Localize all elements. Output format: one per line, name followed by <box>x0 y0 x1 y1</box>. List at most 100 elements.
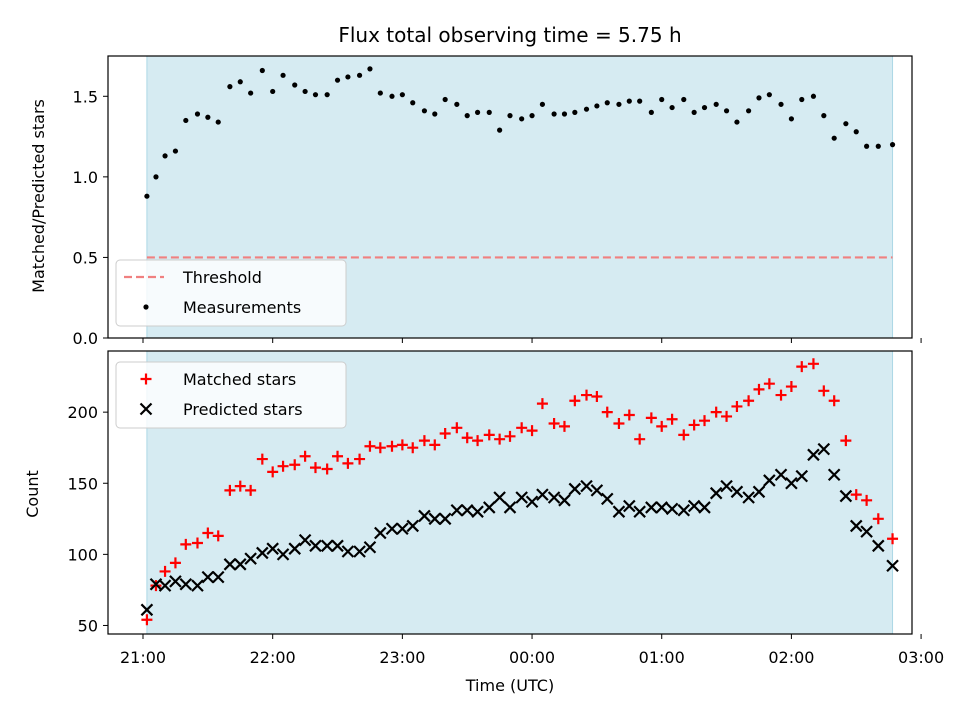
predicted-point <box>633 505 646 518</box>
predicted-point <box>406 519 420 533</box>
bottom-axes-frame <box>107 350 913 635</box>
bottom-y-axis-label: Count <box>23 470 42 518</box>
measurement-point <box>853 129 859 135</box>
matched-point <box>796 361 808 373</box>
matched-point <box>451 422 463 434</box>
predicted-point <box>536 488 549 501</box>
measurement-point <box>778 101 784 107</box>
measurement-point <box>454 101 460 107</box>
measurement-point <box>410 100 416 106</box>
predicted-point <box>201 570 215 584</box>
predicted-point <box>872 539 885 553</box>
legend-label: Measurements <box>183 298 301 317</box>
x-axis-label: Time (UTC) <box>465 676 554 695</box>
measurement-point <box>312 92 319 98</box>
predicted-point <box>612 505 626 518</box>
matched-point <box>634 433 646 445</box>
predicted-point <box>140 603 154 617</box>
bottom-series-1 <box>141 358 899 626</box>
predicted-point <box>645 501 658 514</box>
top-y-tick-label: 1.5 <box>73 87 98 106</box>
matched-point <box>678 429 690 441</box>
predicted-point <box>320 539 334 553</box>
figure-title: Flux total observing time = 5.75 h <box>338 23 681 47</box>
matched-point <box>386 440 398 452</box>
predicted-point <box>266 542 279 555</box>
predicted-point <box>158 579 172 592</box>
measurement-point <box>519 116 525 122</box>
top-panel: 0.0 0.5 1.0 1.5 Threshold Measurements <box>73 55 922 348</box>
predicted-point <box>849 519 863 533</box>
x-tick-label: 00:00 <box>509 648 555 667</box>
predicted-point <box>698 501 711 514</box>
matched-point <box>763 378 775 390</box>
matched-point <box>332 450 344 462</box>
predicted-point <box>191 579 204 592</box>
measurement-point <box>270 88 276 95</box>
measurement-point <box>497 127 503 133</box>
measurement-point <box>144 193 150 199</box>
predicted-point <box>233 558 247 571</box>
matched-point <box>342 457 354 469</box>
matched-point <box>321 463 333 475</box>
predicted-point <box>709 486 723 500</box>
predicted-point <box>623 499 636 513</box>
predicted-point <box>309 539 322 553</box>
matched-point <box>601 406 613 418</box>
matched-point <box>581 389 593 401</box>
matched-point <box>666 413 678 425</box>
matched-point <box>872 513 884 525</box>
matched-point <box>472 435 484 447</box>
matched-point <box>645 412 657 424</box>
matched-point <box>743 395 755 407</box>
bottom-panel: 50 100 150 200 21:00 22:00 23:00 00:00 01:00 02:0… <box>67 350 944 667</box>
matched-point <box>494 433 506 445</box>
measurement-point <box>486 109 492 115</box>
x-tick-label: 02:00 <box>768 648 814 667</box>
measurement-point <box>889 142 896 148</box>
predicted-point <box>179 577 193 591</box>
measurement-point <box>551 111 557 117</box>
bottom-y-tick-label: 200 <box>67 403 98 422</box>
matched-point <box>558 420 570 432</box>
x-tick-label: 01:00 <box>639 648 685 667</box>
matched-point <box>277 460 289 472</box>
legend-predicted-swatch <box>139 402 153 416</box>
matched-point <box>710 406 722 418</box>
measurement-point <box>864 143 870 149</box>
matched-point <box>169 557 181 569</box>
matched-point <box>309 462 321 474</box>
measurement-point <box>756 95 762 101</box>
measurement-point <box>561 111 568 117</box>
predicted-point <box>677 503 691 517</box>
predicted-point <box>600 492 614 506</box>
measurement-point <box>691 109 697 115</box>
predicted-point <box>547 491 561 504</box>
predicted-point <box>428 512 442 526</box>
predicted-point <box>590 484 604 497</box>
matched-point <box>785 381 797 393</box>
matched-point <box>504 430 516 442</box>
measurement-point <box>681 96 687 103</box>
measurement-point <box>194 111 201 117</box>
x-tick-label: 23:00 <box>379 648 425 667</box>
measurement-point <box>799 96 805 103</box>
measurement-point <box>421 108 428 114</box>
measurement-point <box>583 106 590 112</box>
predicted-point <box>752 485 766 499</box>
matched-point <box>289 459 301 471</box>
matched-point <box>212 530 224 542</box>
x-tick-label: 03:00 <box>898 648 944 667</box>
bottom-legend: Matched stars Predicted stars <box>115 361 347 429</box>
matched-point <box>828 395 840 407</box>
predicted-point <box>374 526 387 540</box>
matched-point <box>141 614 153 626</box>
predicted-point <box>785 476 798 490</box>
predicted-point <box>471 505 484 518</box>
bottom-y-tick-label: 50 <box>78 616 98 635</box>
matched-point <box>861 494 873 506</box>
matched-point <box>840 435 852 447</box>
legend-label: Threshold <box>182 268 262 287</box>
measurement-point <box>507 113 513 119</box>
predicted-point <box>396 522 409 536</box>
